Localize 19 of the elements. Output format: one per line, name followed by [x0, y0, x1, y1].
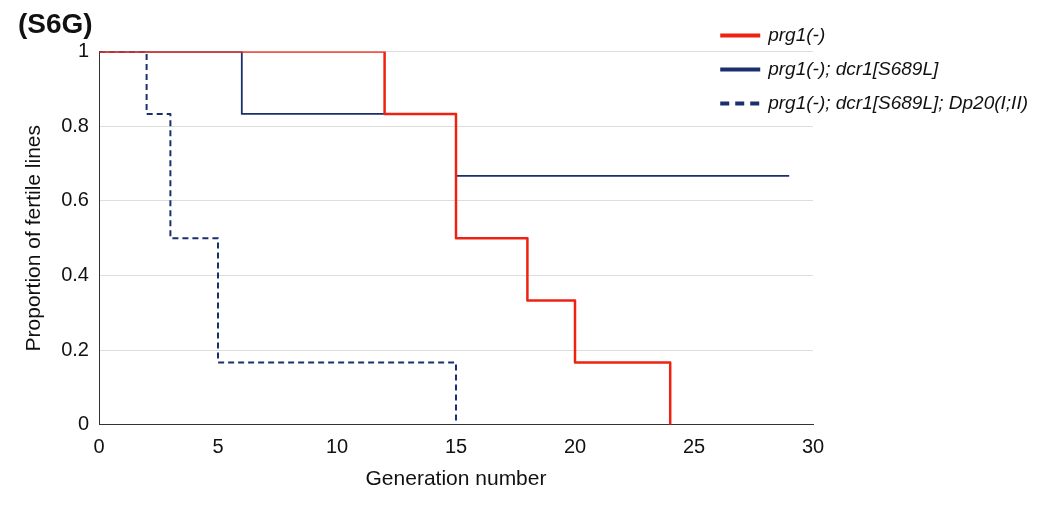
y-axis-title: Proportion of fertile lines: [21, 124, 45, 352]
legend-label: prg1(-); dcr1[S689L]: [767, 57, 939, 79]
legend-label: prg1(-); dcr1[S689L]; Dp20(I;II): [767, 91, 1029, 113]
y-tick-label: 0: [77, 412, 89, 435]
y-tick-label: 1: [77, 39, 89, 62]
x-axis-title: Generation number: [365, 466, 547, 490]
x-tick-label: 0: [93, 435, 105, 458]
y-tick-label: 0.8: [61, 113, 89, 136]
x-tick-label: 15: [444, 435, 468, 458]
x-tick-label: 5: [212, 435, 224, 458]
x-tick-label: 25: [682, 435, 706, 458]
y-tick-label: 0.6: [61, 188, 89, 211]
y-tick-label: 0.2: [61, 337, 89, 360]
chart-title: (S6G): [18, 7, 93, 39]
x-tick-label: 30: [801, 435, 825, 458]
x-tick-label: 20: [563, 435, 587, 458]
x-tick-label: 10: [325, 435, 349, 458]
y-tick-label: 0.4: [61, 263, 89, 286]
legend-label: prg1(-): [767, 23, 826, 45]
